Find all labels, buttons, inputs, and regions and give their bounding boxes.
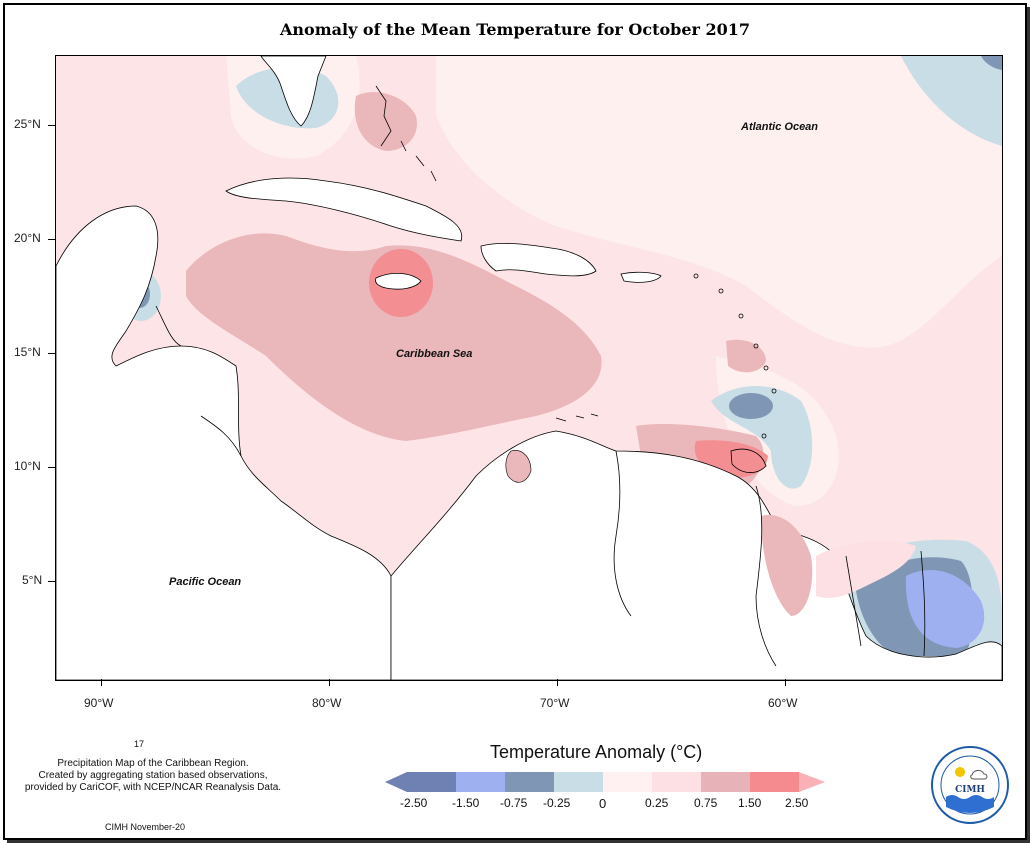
suriname-light-land (816, 540, 916, 598)
cool-deep-french-guiana (905, 570, 985, 648)
legend-label-6: 0.25 (645, 796, 669, 810)
ylabel-5n: 5°N (22, 573, 43, 587)
island-martinique (753, 343, 759, 349)
footnote-line-1: Precipitation Map of the Caribbean Regio… (57, 758, 249, 769)
legend-colorbar (385, 772, 825, 792)
ytick-15n (48, 353, 55, 354)
land-cuba (225, 177, 463, 242)
legend-swatch-2 (456, 772, 505, 792)
footnote-line-2: Created by aggregating station based obs… (38, 770, 268, 781)
ytick-5n (48, 581, 55, 582)
footnote-line-3: provided by CariCOF, with NCEP/NCAR Rean… (24, 782, 282, 793)
ytick-10n (48, 467, 55, 468)
ytick-20n (48, 239, 55, 240)
border-mexico-belize (155, 305, 182, 347)
legend-swatch-1 (407, 772, 456, 792)
land-florida (260, 56, 327, 127)
xtick-70w (557, 679, 558, 686)
label-atlantic-ocean: Atlantic Ocean (741, 121, 819, 133)
warm-zone-caribbean (186, 233, 602, 441)
sun-icon (955, 767, 965, 777)
label-caribbean-sea: Caribbean Sea (396, 348, 473, 360)
xtick-60w (785, 679, 786, 686)
xlabel-70w: 70°W (540, 696, 570, 710)
land-jamaica (375, 273, 422, 290)
logo-text: CIMH (955, 785, 985, 795)
legend-label-2: -1.50 (452, 796, 480, 810)
xlabel-90w: 90°W (84, 696, 114, 710)
land-south-america (390, 430, 1002, 680)
legend-swatch-6 (652, 772, 701, 792)
legend-label-1: -2.50 (400, 796, 428, 810)
legend-swatch-8 (750, 772, 799, 792)
near-zero-atlantic (436, 56, 1002, 348)
border-colombia-venezuela (613, 450, 632, 617)
legend-swatch-3 (505, 772, 554, 792)
cimh-logo: CIMH (931, 746, 1009, 824)
map-panel: Atlantic Ocean Caribbean Sea Pacific Oce… (55, 55, 1003, 681)
ylabel-15n: 15°N (14, 345, 41, 359)
legend-arrow-low (385, 772, 407, 792)
ylabel-25n: 25°N (14, 117, 41, 131)
legend-title: Temperature Anomaly (°C) (490, 742, 703, 762)
cool-core-grenada (729, 393, 773, 419)
border-venezuela-guyana (755, 485, 777, 667)
waves-icon (946, 795, 994, 813)
lake-maracaibo (505, 450, 532, 483)
land-puerto-rico (620, 271, 662, 283)
legend-label-5: 0 (599, 796, 607, 811)
legend-label-7: 0.75 (694, 796, 718, 810)
legend-arrow-high (799, 772, 825, 792)
footnote-text: Precipitation Map of the Caribbean Regio… (8, 758, 298, 794)
cloud-icon (970, 769, 988, 780)
border-suriname-french-guiana (920, 550, 926, 657)
islands-turks (400, 140, 437, 182)
island-trinidad (730, 448, 767, 473)
island-st-lucia (763, 365, 769, 371)
ylabel-20n: 20°N (14, 231, 41, 245)
cool-zone-north-atlantic (901, 56, 1002, 146)
islands-bahamas (375, 85, 392, 147)
islands-abc (555, 413, 599, 422)
island-st-vincent (771, 388, 777, 394)
xlabel-80w: 80°W (312, 696, 342, 710)
legend-swatch-7 (701, 772, 750, 792)
warm-zone-bahamas (354, 92, 417, 151)
legend-swatch-4 (554, 772, 603, 792)
guyana-warm-land (761, 515, 813, 616)
map-title: Anomaly of the Mean Temperature for Octo… (279, 20, 751, 39)
border-central-america (200, 415, 242, 457)
legend-label-8: 1.50 (738, 796, 762, 810)
legend-label-9: 2.50 (785, 796, 809, 810)
island-antigua (693, 273, 699, 279)
island-dominica (738, 313, 744, 319)
xtick-80w (329, 679, 330, 686)
legend-label-3: -0.75 (500, 796, 528, 810)
island-guadeloupe (718, 288, 724, 294)
land-hispaniola (480, 243, 597, 277)
footnote-number: 17 (134, 739, 145, 749)
xtick-90w (101, 679, 102, 686)
xlabel-60w: 60°W (768, 696, 798, 710)
legend-swatch-5 (603, 772, 652, 792)
island-grenada (761, 433, 767, 439)
border-guyana-suriname (845, 555, 862, 647)
label-pacific-ocean: Pacific Ocean (169, 576, 242, 588)
legend-label-4: -0.25 (543, 796, 571, 810)
cool-zone-corner (981, 56, 1002, 70)
ylabel-10n: 10°N (14, 459, 41, 473)
anomaly-map (56, 56, 1002, 680)
credit-text: CIMH November-20 (105, 822, 186, 832)
ytick-25n (48, 125, 55, 126)
